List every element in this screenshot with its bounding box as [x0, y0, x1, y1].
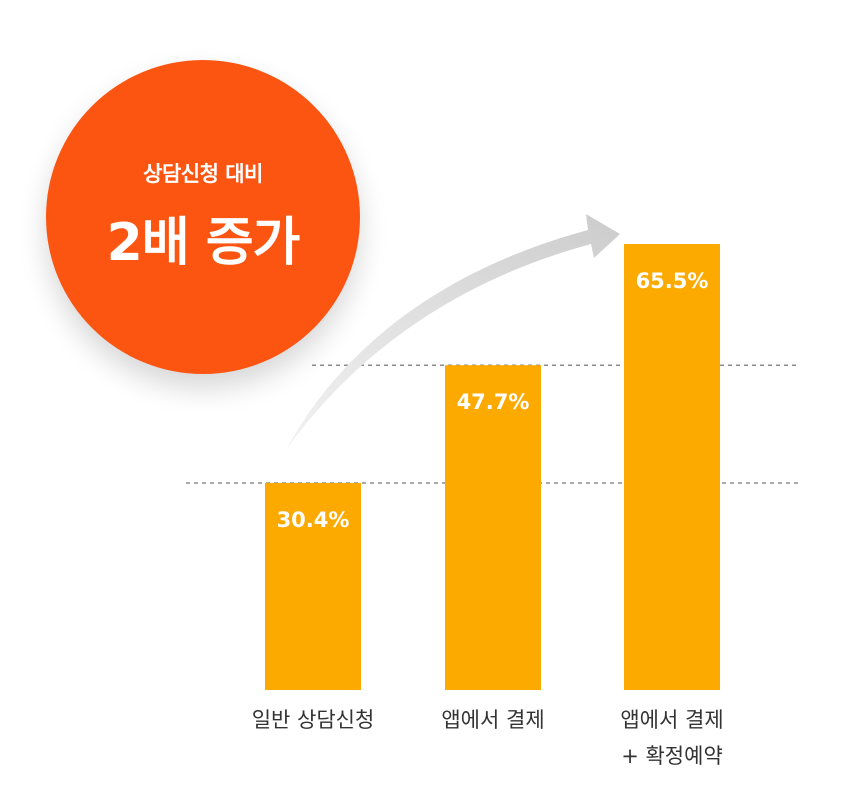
category-label: + 확정예약 [621, 744, 723, 768]
category-labels: 일반 상담신청 앱에서 결제 앱에서 결제 + 확정예약 [252, 708, 724, 768]
value-label: 30.4% [277, 508, 350, 532]
growth-arrow [286, 214, 620, 450]
category-label: 앱에서 결제 [441, 708, 544, 732]
value-labels: 30.4% 47.7% 65.5% [277, 269, 709, 532]
value-label: 47.7% [457, 390, 530, 414]
bar [624, 244, 720, 690]
bar [445, 365, 541, 690]
value-label: 65.5% [636, 269, 709, 293]
growth-arrow-body [286, 214, 620, 450]
badge-subtitle: 상담신청 대비 [143, 161, 263, 186]
bars [265, 244, 720, 690]
category-label: 앱에서 결제 [620, 708, 723, 732]
badge-headline: 2배 증가 [106, 212, 301, 273]
growth-badge: 상담신청 대비 2배 증가 [46, 60, 360, 374]
bar [265, 483, 361, 690]
category-label: 일반 상담신청 [252, 708, 375, 732]
